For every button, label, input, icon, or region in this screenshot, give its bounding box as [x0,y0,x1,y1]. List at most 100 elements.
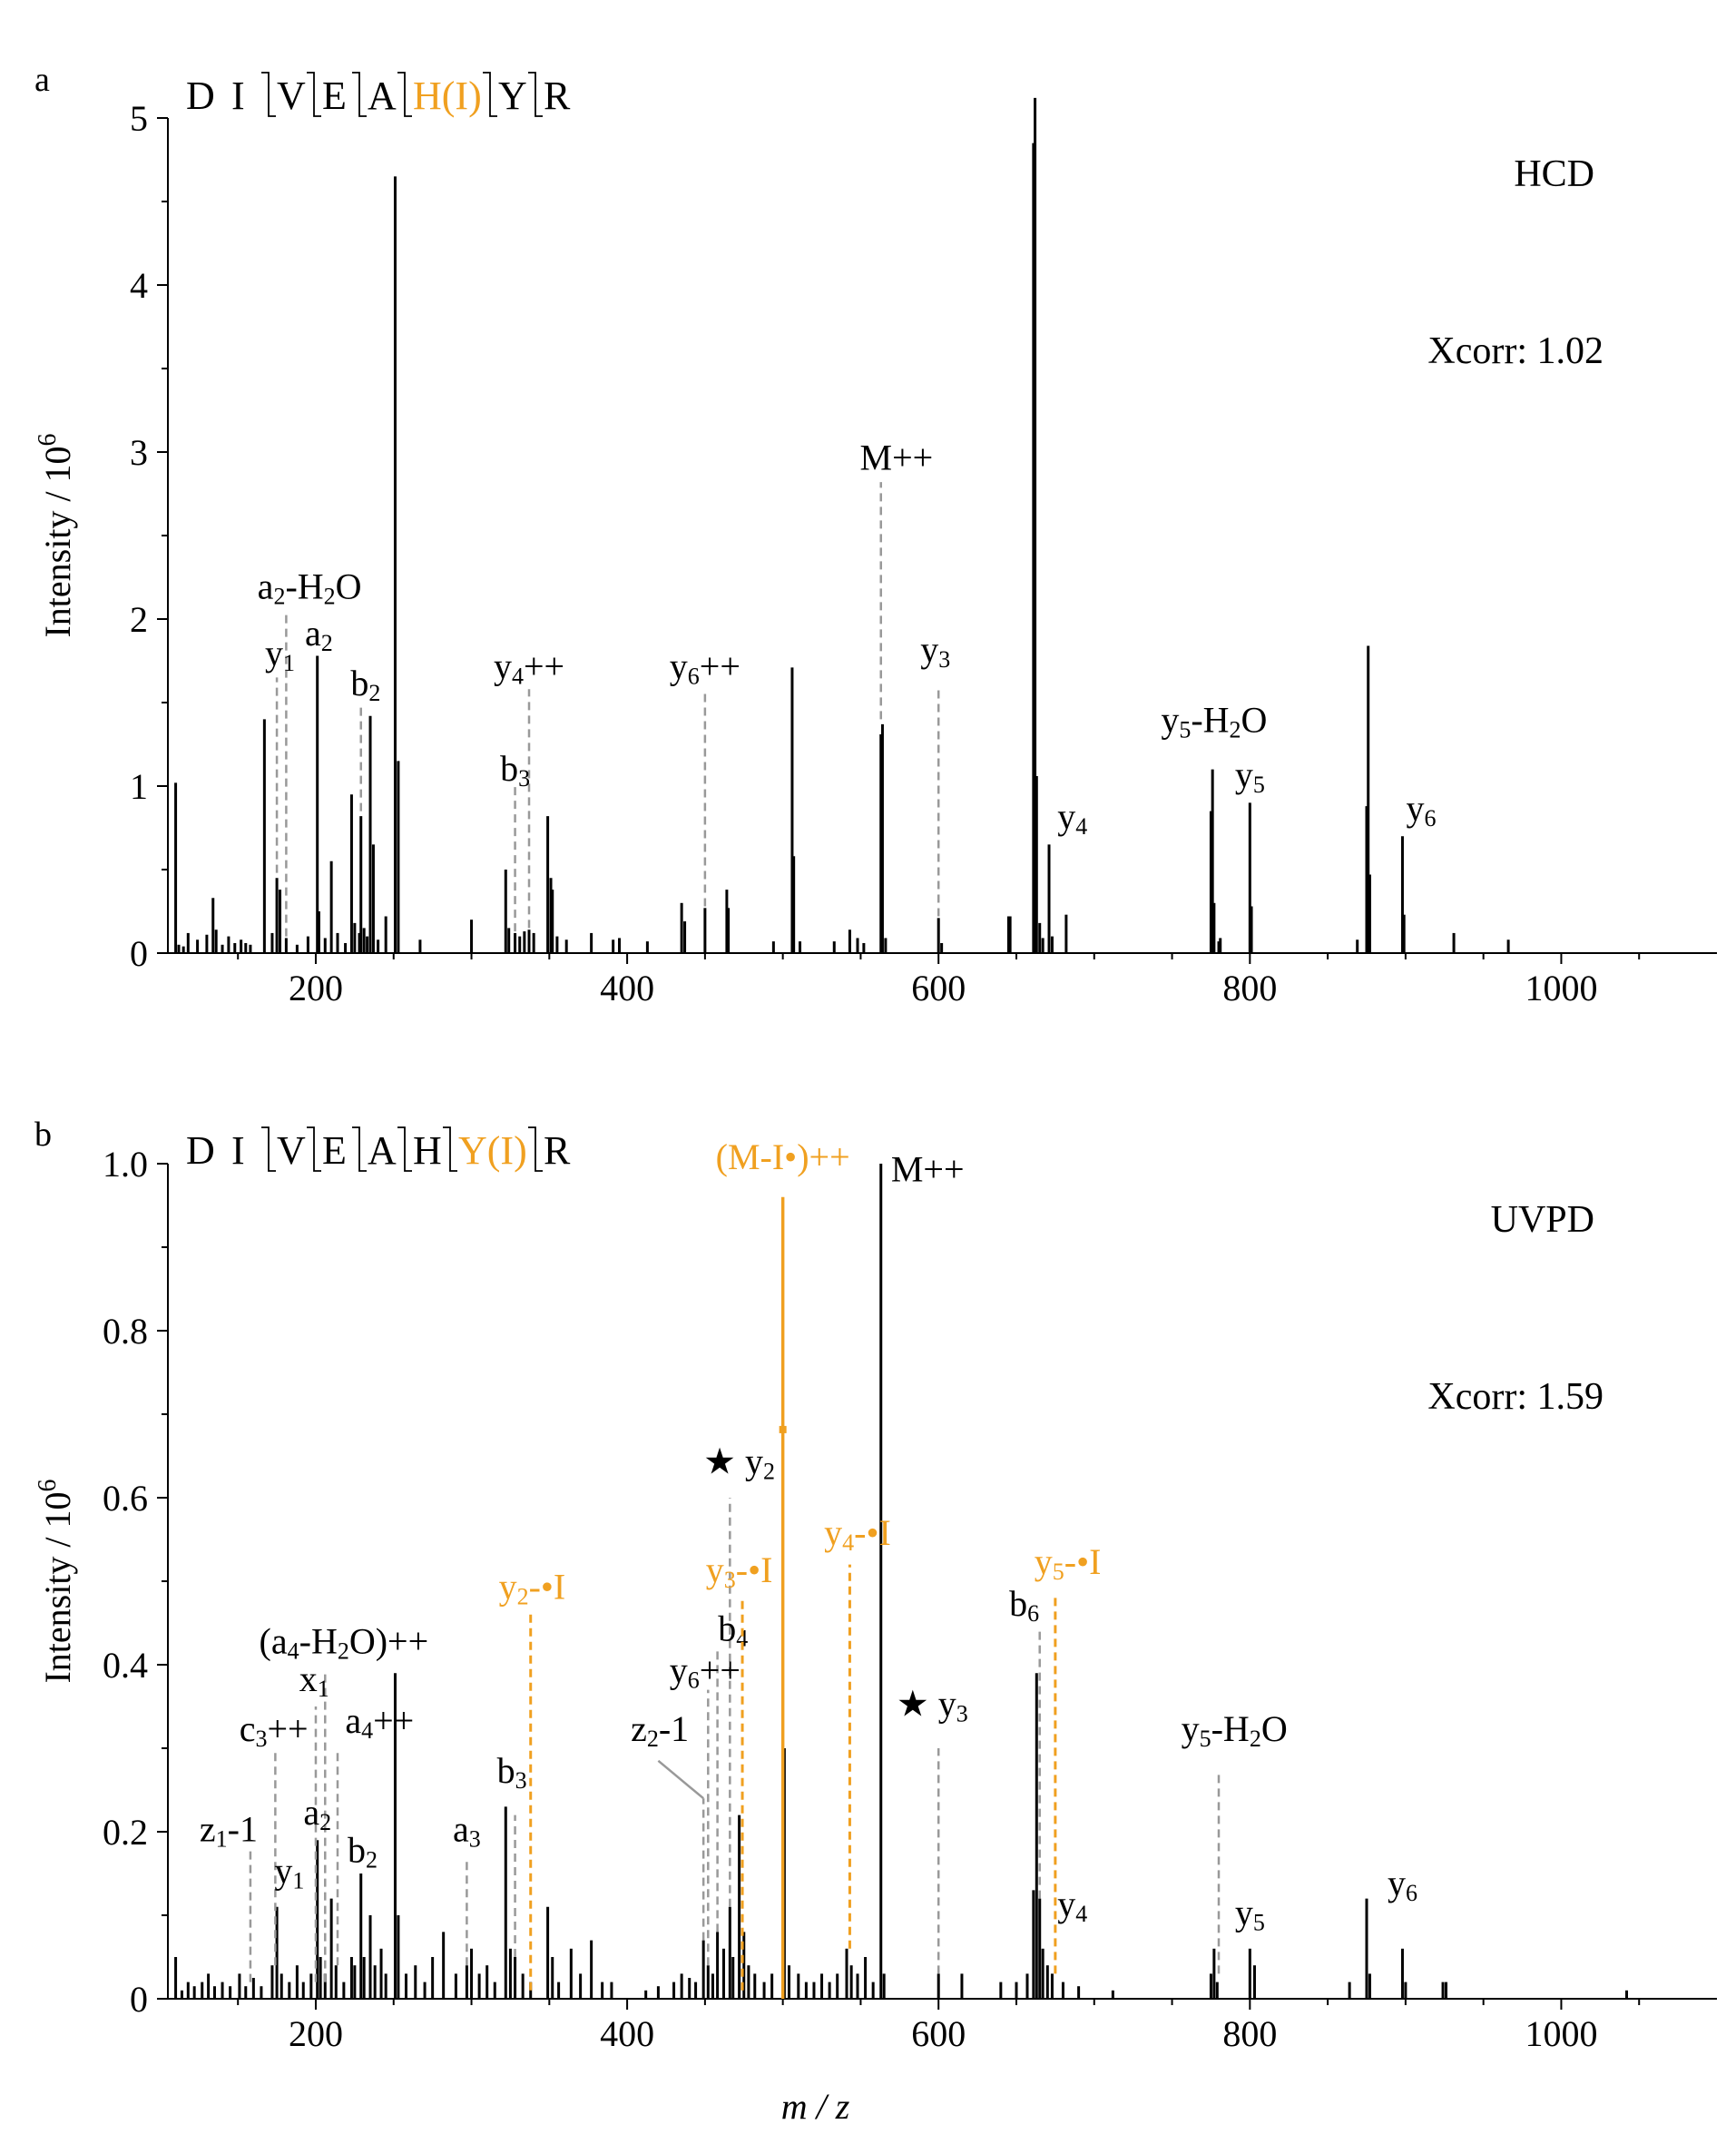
y-tick-label: 0.6 [103,1478,148,1519]
fragment-label: y5 [1235,754,1265,798]
sequence-residue: A [368,1128,397,1173]
fragment-label: z1-1 [200,1808,258,1852]
fragment-bracket [397,72,412,117]
x-tick-label: 400 [600,968,654,1008]
sequence-residue: I [231,1128,245,1173]
fragment-label: b2 [350,663,380,706]
y-tick-label: 0.4 [103,1645,148,1686]
xcorr-label: Xcorr: 1.02 [1427,330,1604,372]
fragment-label: y1 [274,1850,304,1893]
fragment-label: b3 [500,748,530,792]
sequence-residue: Y [498,74,527,118]
fragment-label: a4++ [345,1700,414,1744]
sequence-residue: D [186,1128,215,1173]
fragment-bracket [483,72,497,117]
sequence-residue: E [322,74,347,118]
fragment-label: y4 [1057,796,1087,840]
sequence-residue: V [277,1128,306,1173]
fragment-label: a2 [303,1792,331,1835]
y-tick-label: 0.2 [103,1812,148,1853]
x-tick-label: 600 [911,968,966,1008]
fragment-label: c3++ [240,1708,309,1752]
sequence-residue: I [231,74,245,118]
fragment-label: y5 [1235,1892,1265,1935]
x-tick-label: 800 [1222,2013,1277,2054]
fragment-bracket [307,1126,321,1172]
fragment-label: y6++ [670,1650,740,1694]
y-tick-label: 0 [130,1979,148,2020]
fragment-label: y6 [1407,788,1437,831]
x-tick-label: 200 [289,968,343,1008]
sequence-residue: R [544,1128,571,1173]
fragment-label: y4-•I [824,1512,891,1556]
fragment-label: x1 [299,1658,329,1702]
x-tick-label: 400 [600,2013,654,2054]
y-axis-label: Intensity / 106 [34,433,78,637]
fragment-label: y2-•I [499,1567,566,1610]
x-axis-label: m / z [781,2086,850,2127]
fragment-label: y6++ [670,646,740,690]
sequence-residue: V [277,74,306,118]
spectrum-panel-a: 200 400 600 800 1000 0 1 2 3 4 5 Intensity / 106 a HC… [34,61,1717,1008]
fragment-label: a3 [453,1808,481,1852]
panel-label: a [34,61,50,99]
fragment-label: y6 [1388,1863,1417,1906]
method-label: HCD [1514,153,1594,195]
fragment-bracket [352,1126,367,1172]
fragment-label: z2-1 [631,1708,689,1752]
y-tick-label: 0 [130,933,148,974]
x-tick-label: 200 [289,2013,343,2054]
x-tick-label: 600 [911,2013,966,2054]
y-tick-label: 4 [130,265,148,306]
x-tick-label: 800 [1222,968,1277,1008]
fragment-label: y1 [265,633,295,676]
fragment-label: ★ y2 [703,1441,775,1485]
fragment-bracket [352,72,367,117]
method-label: UVPD [1491,1199,1594,1241]
y-tick-label: 0.8 [103,1311,148,1352]
y-tick-label: 1.0 [103,1144,148,1185]
fragment-label: b3 [497,1750,527,1794]
fragment-label: y3 [920,629,950,673]
fragment-bracket [528,1126,543,1172]
x-tick-label: 1000 [1525,2013,1597,2054]
fragment-label: y5-•I [1035,1541,1102,1585]
fragment-bracket [397,1126,412,1172]
fragment-bracket [261,72,276,117]
sequence-residue: H(I) [413,74,482,118]
fragment-label: b6 [1009,1583,1039,1627]
sequence-residue: H [413,1128,442,1173]
fragment-label: b2 [348,1829,378,1873]
y-axis-label: Intensity / 106 [34,1479,78,1683]
fragment-bracket [443,1126,457,1172]
fragment-label: M++ [891,1149,965,1190]
fragment-bracket [261,1126,276,1172]
y-tick-label: 3 [130,432,148,473]
fragment-label: y5-H2O [1182,1708,1288,1752]
fragment-label: (a4-H2O)++ [260,1620,429,1664]
y-tick-label: 2 [130,599,148,640]
fragment-label: b4 [718,1608,748,1652]
fragment-label: y3-•I [706,1549,773,1593]
fragment-label: y4 [1057,1883,1087,1927]
fragment-label: y5-H2O [1161,699,1267,743]
fragment-label: (M-I•)++ [716,1136,850,1177]
sequence-residue: R [544,74,571,118]
sequence-residue: A [368,74,397,118]
y-tick-label: 5 [130,98,148,139]
fragment-bracket [528,72,543,117]
fragment-bracket [307,72,321,117]
sequence-residue: E [322,1128,347,1173]
fragment-label: a2-H2O [258,566,362,609]
peak-marker [779,1425,787,1433]
fragment-label: M++ [860,438,934,478]
fragment-label: y4++ [494,646,564,690]
sequence-residue: Y(I) [458,1128,527,1173]
panel-label: b [34,1116,52,1154]
fragment-label: a2 [305,613,333,656]
y-tick-label: 1 [130,766,148,807]
spectrum-panel-b: 200 400 600 800 1000 0 0.2 0.4 0.6 0.8 1.0 Intensit… [34,1116,1717,2127]
x-tick-label: 1000 [1525,968,1597,1008]
xcorr-label: Xcorr: 1.59 [1427,1376,1604,1418]
